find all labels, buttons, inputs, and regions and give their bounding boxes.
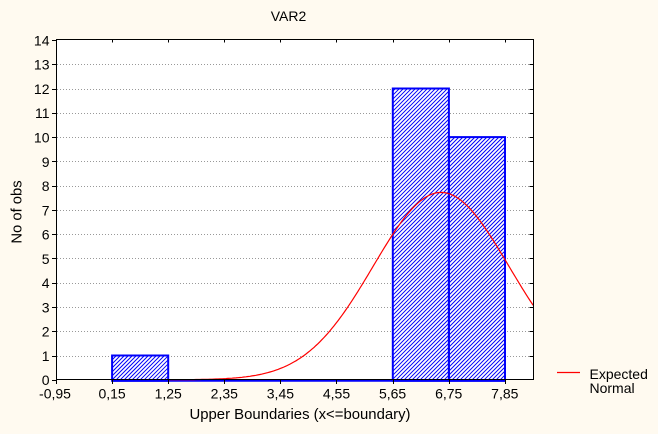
- svg-text:6: 6: [42, 227, 50, 243]
- svg-text:5: 5: [42, 251, 50, 267]
- svg-text:14: 14: [34, 32, 50, 48]
- svg-text:4: 4: [42, 275, 50, 291]
- svg-text:11: 11: [35, 105, 50, 121]
- svg-text:7,85: 7,85: [491, 386, 518, 402]
- svg-text:0: 0: [42, 372, 50, 388]
- svg-text:1: 1: [42, 348, 50, 364]
- svg-text:No of obs: No of obs: [10, 180, 26, 243]
- svg-text:9: 9: [42, 154, 50, 170]
- svg-text:2: 2: [42, 324, 50, 340]
- svg-text:3: 3: [42, 299, 50, 315]
- svg-text:Upper Boundaries (x<=boundary): Upper Boundaries (x<=boundary): [189, 407, 410, 423]
- svg-text:6,75: 6,75: [435, 386, 462, 402]
- svg-text:4,55: 4,55: [323, 386, 350, 402]
- svg-text:12: 12: [34, 81, 50, 97]
- svg-text:7: 7: [42, 202, 50, 218]
- svg-text:Expected: Expected: [590, 366, 648, 382]
- svg-text:0,15: 0,15: [98, 386, 125, 402]
- svg-text:VAR2: VAR2: [271, 8, 307, 24]
- svg-text:8: 8: [42, 178, 50, 194]
- svg-text:5,65: 5,65: [379, 386, 406, 402]
- svg-text:Normal: Normal: [590, 380, 635, 396]
- svg-text:2,35: 2,35: [211, 386, 238, 402]
- svg-text:-0,95: -0,95: [39, 386, 71, 402]
- svg-text:1,25: 1,25: [155, 386, 182, 402]
- svg-text:13: 13: [34, 57, 50, 73]
- svg-text:10: 10: [34, 130, 50, 146]
- svg-text:3,45: 3,45: [267, 386, 294, 402]
